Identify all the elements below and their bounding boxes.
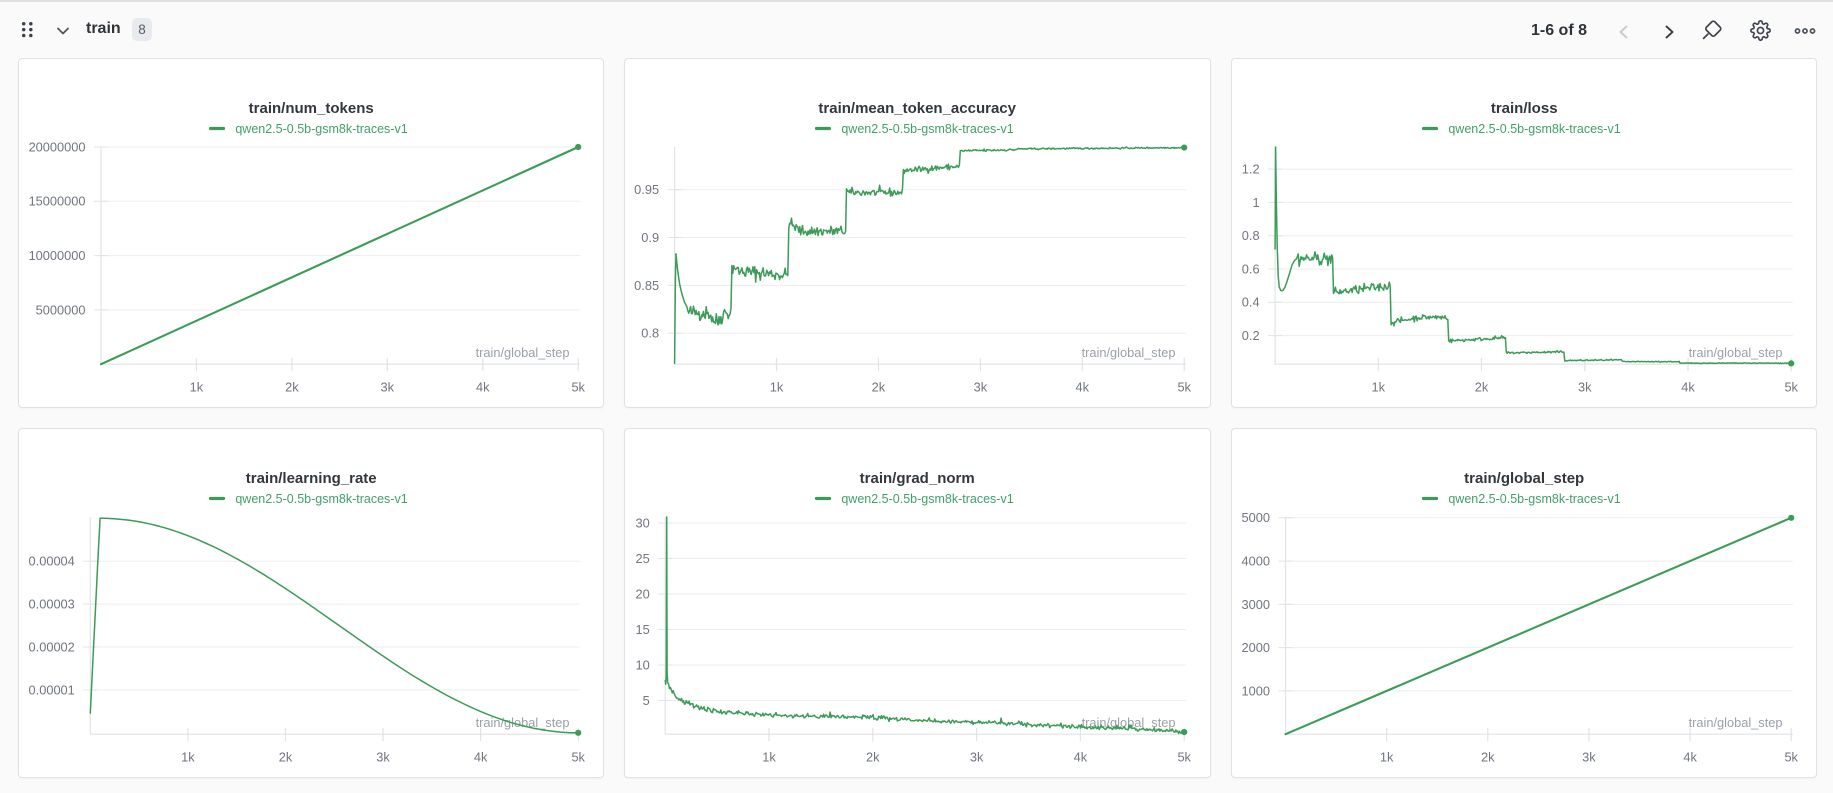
svg-text:3k: 3k [970,749,984,764]
svg-text:0.00003: 0.00003 [29,597,75,612]
svg-text:train/global_step: train/global_step [476,345,570,360]
svg-text:5k: 5k [571,379,585,394]
svg-text:1.2: 1.2 [1241,162,1259,177]
svg-text:4k: 4k [1076,379,1090,394]
svg-text:qwen2.5-0.5b-gsm8k-traces-v1: qwen2.5-0.5b-gsm8k-traces-v1 [1448,122,1620,136]
svg-text:qwen2.5-0.5b-gsm8k-traces-v1: qwen2.5-0.5b-gsm8k-traces-v1 [842,492,1014,506]
svg-text:qwen2.5-0.5b-gsm8k-traces-v1: qwen2.5-0.5b-gsm8k-traces-v1 [235,122,407,136]
svg-text:25: 25 [636,551,650,566]
svg-text:4k: 4k [474,749,488,764]
svg-text:2k: 2k [866,749,880,764]
svg-text:train/learning_rate: train/learning_rate [246,470,377,487]
svg-text:1: 1 [1252,195,1259,210]
svg-text:0.00002: 0.00002 [29,639,75,654]
svg-text:10000000: 10000000 [29,248,86,263]
svg-text:1k: 1k [770,379,784,394]
svg-text:0.6: 0.6 [1241,261,1259,276]
svg-text:qwen2.5-0.5b-gsm8k-traces-v1: qwen2.5-0.5b-gsm8k-traces-v1 [235,492,407,506]
svg-text:train/loss: train/loss [1491,100,1558,117]
svg-text:5k: 5k [1178,379,1192,394]
svg-text:train/global_step: train/global_step [1688,715,1782,730]
svg-text:2k: 2k [285,379,299,394]
svg-text:1k: 1k [190,379,204,394]
svg-text:2k: 2k [279,749,293,764]
svg-text:1k: 1k [763,749,777,764]
svg-text:0.8: 0.8 [642,326,660,341]
svg-text:4000: 4000 [1241,554,1269,569]
svg-text:0.4: 0.4 [1241,295,1259,310]
svg-text:5k: 5k [571,749,585,764]
svg-text:20000000: 20000000 [29,139,86,154]
svg-text:train/mean_token_accuracy: train/mean_token_accuracy [819,100,1017,117]
svg-text:0.85: 0.85 [634,278,659,293]
svg-text:2k: 2k [872,379,886,394]
svg-text:2k: 2k [1481,749,1495,764]
svg-text:2000: 2000 [1241,640,1269,655]
svg-text:0.8: 0.8 [1241,228,1259,243]
svg-text:3k: 3k [1578,379,1592,394]
svg-text:1k: 1k [181,749,195,764]
svg-text:train/global_step: train/global_step [476,715,570,730]
svg-text:5k: 5k [1784,749,1798,764]
svg-text:5000: 5000 [1241,510,1269,525]
svg-text:5k: 5k [1784,379,1798,394]
svg-text:1k: 1k [1380,749,1394,764]
svg-text:1k: 1k [1371,379,1385,394]
svg-text:4k: 4k [1681,379,1695,394]
svg-text:0.00004: 0.00004 [29,554,75,569]
svg-text:train/global_step: train/global_step [1464,470,1584,487]
svg-text:0.2: 0.2 [1241,328,1259,343]
svg-text:3k: 3k [376,749,390,764]
svg-text:5: 5 [643,693,650,708]
svg-text:4k: 4k [1074,749,1088,764]
svg-text:30: 30 [636,515,650,530]
svg-text:4k: 4k [476,379,490,394]
svg-text:3k: 3k [1582,749,1596,764]
svg-text:3k: 3k [381,379,395,394]
svg-text:2k: 2k [1474,379,1488,394]
svg-text:train/grad_norm: train/grad_norm [860,470,975,487]
svg-text:4k: 4k [1683,749,1697,764]
svg-text:5k: 5k [1178,749,1192,764]
svg-text:0.00001: 0.00001 [29,682,75,697]
svg-text:qwen2.5-0.5b-gsm8k-traces-v1: qwen2.5-0.5b-gsm8k-traces-v1 [842,122,1014,136]
svg-text:3000: 3000 [1241,597,1269,612]
svg-text:10: 10 [636,657,650,672]
svg-text:1000: 1000 [1241,683,1269,698]
svg-text:20: 20 [636,586,650,601]
svg-text:train/num_tokens: train/num_tokens [249,100,374,117]
svg-text:3k: 3k [974,379,988,394]
svg-text:0.95: 0.95 [634,182,659,197]
svg-text:train/global_step: train/global_step [1082,345,1176,360]
svg-text:5000000: 5000000 [36,302,86,317]
svg-text:train/global_step: train/global_step [1688,345,1782,360]
svg-text:train/global_step: train/global_step [1082,715,1176,730]
svg-text:15: 15 [636,622,650,637]
svg-text:qwen2.5-0.5b-gsm8k-traces-v1: qwen2.5-0.5b-gsm8k-traces-v1 [1448,492,1620,506]
svg-text:15000000: 15000000 [29,194,86,209]
svg-text:0.9: 0.9 [642,230,660,245]
